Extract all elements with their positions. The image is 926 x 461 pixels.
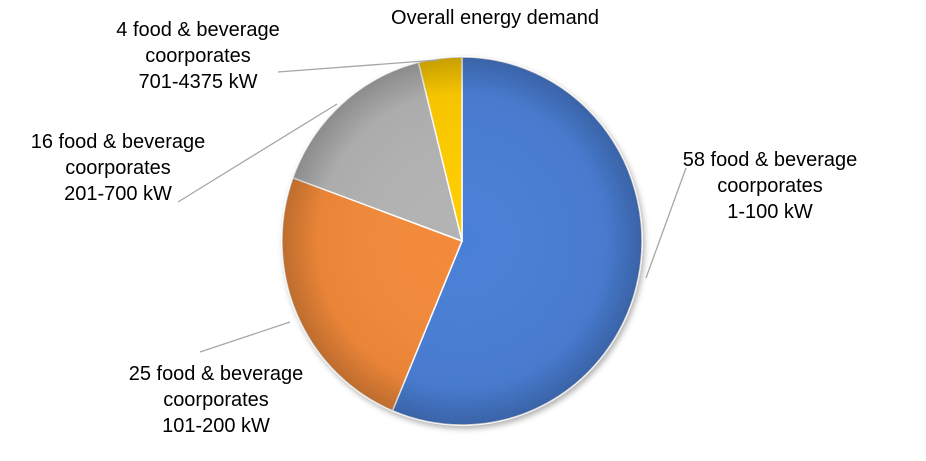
pie-slices xyxy=(281,56,643,426)
slice-label-2-line-2: coorporates xyxy=(163,389,269,411)
leader-line-2 xyxy=(199,321,291,353)
leader-lines xyxy=(177,59,687,353)
slice-label-2: 25 food & beverage coorporates 101-200 kW xyxy=(129,363,304,437)
leader-line-1 xyxy=(645,167,687,279)
leader-line-4 xyxy=(277,59,439,73)
leader-line-3 xyxy=(177,103,338,203)
slice-label-1-line-1: 58 food & beverage xyxy=(683,149,858,171)
slice-label-4: 4 food & beverage coorporates 701-4375 kW xyxy=(116,19,279,93)
slice-label-1: 58 food & beverage coorporates 1-100 kW xyxy=(683,149,858,223)
slice-label-4-line-3: 701-4375 kW xyxy=(139,71,258,93)
slice-label-3-line-3: 201-700 kW xyxy=(64,183,172,205)
slice-label-4-line-1: 4 food & beverage xyxy=(116,19,279,41)
slice-label-1-line-2: coorporates xyxy=(717,175,823,197)
slice-labels: 58 food & beverage coorporates 1-100 kW 25 … xyxy=(31,19,858,437)
slice-label-4-line-2: coorporates xyxy=(145,45,251,67)
slice-label-3-line-2: coorporates xyxy=(65,157,171,179)
slice-label-2-line-3: 101-200 kW xyxy=(162,415,270,437)
slice-label-1-line-3: 1-100 kW xyxy=(727,201,813,223)
pie-shading xyxy=(282,57,642,425)
slice-label-2-line-1: 25 food & beverage xyxy=(129,363,304,385)
slice-label-3-line-1: 16 food & beverage xyxy=(31,131,206,153)
chart-title: Overall energy demand xyxy=(391,7,599,29)
slice-label-3: 16 food & beverage coorporates 201-700 kW xyxy=(31,131,206,205)
